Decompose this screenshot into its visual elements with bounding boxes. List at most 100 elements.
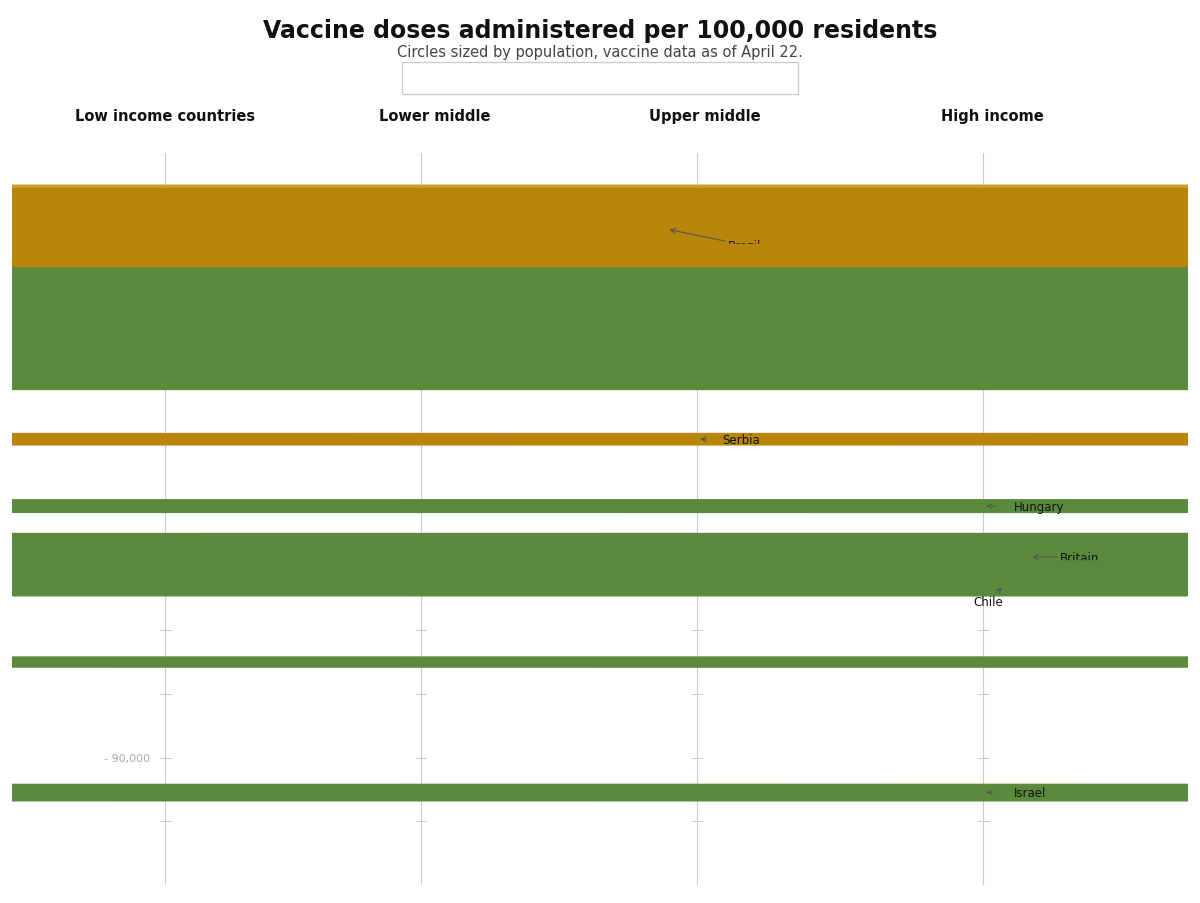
Circle shape [0, 212, 1200, 225]
Circle shape [0, 192, 1200, 201]
Circle shape [0, 190, 1200, 213]
Circle shape [0, 215, 1200, 226]
Circle shape [0, 370, 1200, 382]
Circle shape [0, 187, 1200, 202]
Text: Select...: Select... [416, 72, 470, 86]
Circle shape [0, 784, 1200, 802]
Circle shape [0, 194, 1200, 204]
Circle shape [0, 656, 1200, 668]
Circle shape [0, 207, 1200, 228]
Circle shape [0, 191, 1200, 215]
Circle shape [0, 205, 1200, 232]
Circle shape [0, 322, 1200, 348]
Text: Pakistan: Pakistan [425, 194, 497, 207]
Circle shape [0, 324, 1200, 346]
Circle shape [0, 253, 1200, 265]
Text: Britain: Britain [1033, 551, 1099, 563]
Circle shape [0, 191, 1200, 198]
Circle shape [0, 190, 1200, 195]
Circle shape [0, 321, 1200, 349]
Circle shape [0, 204, 1200, 232]
Text: - 60,000: - 60,000 [104, 562, 150, 572]
Circle shape [0, 209, 1200, 226]
Circle shape [0, 210, 1200, 226]
Text: India: India [425, 234, 491, 258]
Circle shape [0, 282, 1200, 305]
Text: ⌄: ⌄ [779, 72, 788, 86]
Circle shape [0, 188, 1200, 206]
Circle shape [0, 294, 1200, 312]
Circle shape [0, 335, 1200, 353]
Circle shape [0, 210, 1200, 227]
Circle shape [0, 189, 1200, 271]
Text: High income: High income [942, 108, 1044, 124]
Circle shape [0, 191, 1200, 201]
Circle shape [0, 350, 1200, 364]
Circle shape [0, 332, 1200, 357]
Circle shape [0, 203, 1200, 221]
Circle shape [0, 302, 1200, 317]
Circle shape [0, 211, 1200, 224]
Circle shape [0, 209, 1200, 232]
Circle shape [0, 217, 1200, 226]
Circle shape [0, 209, 1200, 228]
Circle shape [0, 360, 1200, 373]
Circle shape [0, 199, 1200, 227]
Text: Ghana: Ghana [354, 210, 408, 224]
Circle shape [0, 209, 1200, 228]
Circle shape [0, 542, 1200, 573]
Circle shape [0, 208, 1200, 228]
Circle shape [0, 205, 1200, 232]
Circle shape [0, 188, 1200, 196]
Circle shape [0, 206, 1200, 228]
Text: - 30,000: - 30,000 [104, 371, 150, 381]
Circle shape [0, 206, 1200, 231]
Text: Serbia: Serbia [701, 433, 761, 446]
Circle shape [0, 334, 1200, 355]
Circle shape [0, 192, 1200, 208]
Circle shape [0, 206, 1200, 230]
Circle shape [0, 319, 1200, 350]
Circle shape [0, 327, 1200, 361]
Circle shape [0, 204, 1200, 234]
Circle shape [0, 325, 1200, 363]
Text: Chile: Chile [973, 589, 1003, 609]
Circle shape [0, 190, 1200, 196]
Circle shape [0, 188, 1200, 197]
Text: Nigeria: Nigeria [486, 211, 551, 224]
Circle shape [0, 296, 1200, 310]
Circle shape [0, 207, 1200, 228]
Circle shape [0, 191, 1200, 200]
Text: Canada: Canada [1044, 338, 1110, 350]
Circle shape [0, 283, 1200, 302]
Text: Upper middle: Upper middle [649, 108, 761, 124]
Text: Lower middle: Lower middle [379, 108, 491, 124]
Circle shape [0, 433, 1200, 446]
FancyBboxPatch shape [402, 63, 798, 95]
Circle shape [0, 321, 1200, 349]
Circle shape [0, 329, 1200, 360]
Circle shape [0, 191, 1200, 204]
Text: Tanzania: Tanzania [422, 184, 493, 198]
Circle shape [0, 329, 1200, 359]
Circle shape [0, 575, 1200, 597]
Circle shape [0, 202, 1200, 221]
Circle shape [0, 201, 1200, 223]
Circle shape [0, 205, 1200, 224]
Circle shape [0, 213, 1200, 232]
Text: Brazil: Brazil [671, 229, 761, 252]
Circle shape [0, 205, 1200, 223]
Text: Vaccine doses administered per 100,000 residents: Vaccine doses administered per 100,000 r… [263, 19, 937, 42]
Circle shape [0, 202, 1200, 225]
Text: - 90,000: - 90,000 [104, 753, 150, 763]
Circle shape [0, 208, 1200, 227]
Text: Hungary: Hungary [988, 500, 1064, 513]
Circle shape [0, 210, 1200, 226]
Circle shape [0, 206, 1200, 221]
Circle shape [0, 214, 1200, 229]
Circle shape [0, 206, 1200, 232]
Circle shape [0, 191, 1200, 232]
Circle shape [0, 190, 1200, 198]
Circle shape [0, 324, 1200, 346]
Circle shape [0, 214, 1200, 224]
